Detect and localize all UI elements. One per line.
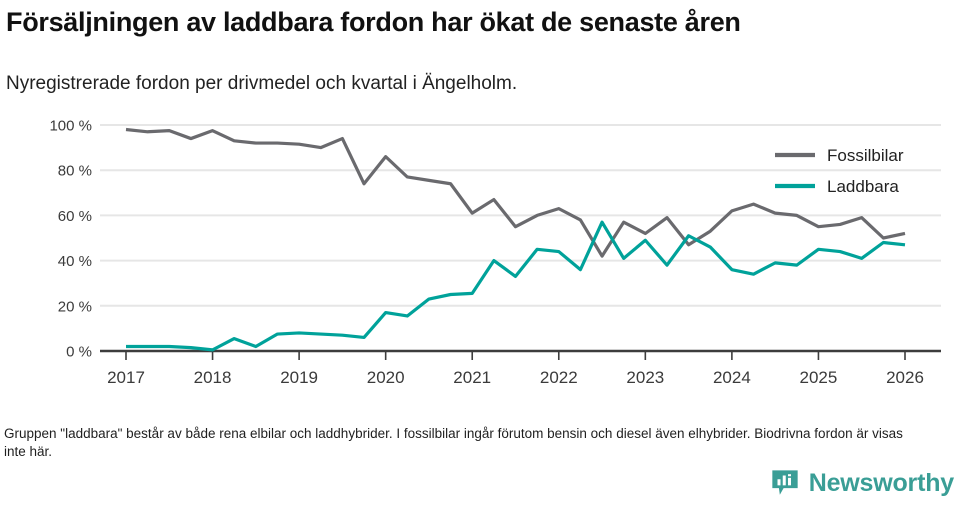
- x-axis-tick-label: 2025: [800, 368, 838, 387]
- chart-subtitle: Nyregistrerade fordon per drivmedel och …: [6, 73, 518, 94]
- x-axis-tick-label: 2020: [367, 368, 405, 387]
- y-axis-tick-label: 60 %: [58, 208, 92, 225]
- x-axis-tick-label: 2023: [626, 368, 664, 387]
- series-line-laddbara: [126, 220, 906, 352]
- x-axis-tick-label: 2024: [713, 368, 751, 387]
- y-axis-tick-label: 40 %: [58, 253, 92, 270]
- y-axis-tick-label: 80 %: [58, 163, 92, 180]
- x-axis-tick-label: 2022: [540, 368, 578, 387]
- x-axis-tick-label: 2017: [107, 368, 145, 387]
- chart-footnote: Gruppen "laddbara" består av både rena e…: [4, 426, 903, 459]
- y-axis-tick-label: 100 %: [49, 118, 92, 135]
- newsworthy-logo: Newsworthy: [770, 468, 954, 498]
- page-title: Försäljningen av laddbara fordon har öka…: [6, 7, 741, 37]
- legend-label-fossilbilar: Fossilbilar: [827, 146, 904, 165]
- x-axis-tick-label: 2021: [453, 368, 491, 387]
- line-chart: 0 % 20 % 40 % 60 % 80 % 100 % 2017 2018 2019 2020…: [49, 118, 941, 387]
- x-axis-tick-label: 2018: [194, 368, 232, 387]
- y-axis-tick-label: 0 %: [66, 344, 92, 361]
- legend-label-laddbara: Laddbara: [827, 177, 899, 196]
- bar-chart-speech-bubble-icon: [772, 470, 798, 495]
- y-axis-tick-label: 20 %: [58, 298, 92, 315]
- series-line-fossilbilar: [125, 127, 906, 258]
- x-axis-tick-label: 2026: [886, 368, 924, 387]
- brand-name: Newsworthy: [808, 468, 954, 497]
- x-axis-tick-label: 2019: [280, 368, 318, 387]
- chart-plot-area: 0 % 20 % 40 % 60 % 80 % 100 % 2017 2018 2019 2020…: [0, 110, 960, 400]
